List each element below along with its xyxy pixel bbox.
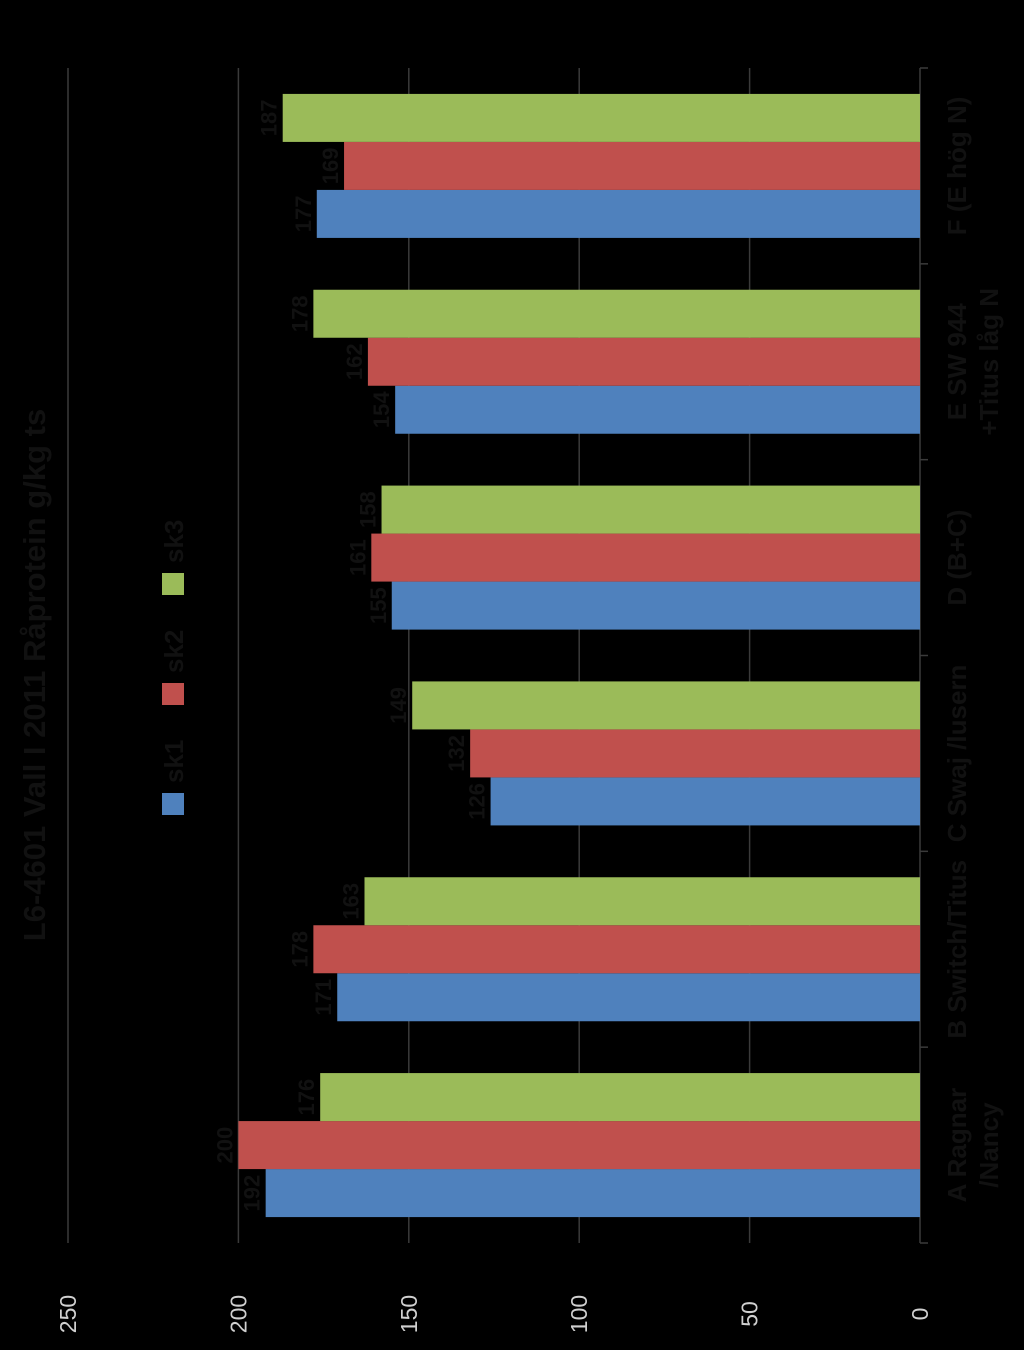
bar-sk1 xyxy=(265,1169,920,1218)
bar-sk3 xyxy=(364,877,921,926)
bar-sk1 xyxy=(337,973,920,1022)
legend-swatch-sk1 xyxy=(162,793,184,815)
tick-label: 100 xyxy=(566,1295,592,1333)
bar-sk3 xyxy=(282,93,921,142)
data-label: 126 xyxy=(465,783,490,820)
data-label: 158 xyxy=(356,491,381,528)
category-label: A Ragnar xyxy=(942,1088,972,1203)
legend-swatch-sk3 xyxy=(162,573,184,595)
bar-sk1 xyxy=(395,385,920,434)
data-label: 192 xyxy=(240,1175,265,1212)
legend-swatch-sk2 xyxy=(162,683,184,705)
data-label: 169 xyxy=(318,148,343,185)
data-label: 163 xyxy=(338,883,363,920)
bar-sk2 xyxy=(470,729,920,778)
bar-sk2 xyxy=(313,925,921,974)
data-labels: 1922001761711781631261321491551611581541… xyxy=(212,100,489,1212)
data-label: 162 xyxy=(342,343,367,380)
tick-label: 150 xyxy=(396,1295,422,1333)
legend-label-sk3: sk3 xyxy=(159,520,189,563)
data-label: 149 xyxy=(386,687,411,724)
category-label: +Titus låg N xyxy=(974,288,1004,436)
bar-sk3 xyxy=(412,681,920,730)
tick-label: 200 xyxy=(225,1295,251,1333)
category-label: B Switch/Titus xyxy=(942,860,972,1039)
data-label: 178 xyxy=(287,931,312,968)
bar-sk1 xyxy=(490,777,920,826)
category-label: E SW 944 xyxy=(942,303,972,421)
value-axis: 0 50 100 150 200 250 xyxy=(55,67,933,1333)
category-label: /Nancy xyxy=(974,1102,1004,1188)
data-label: 154 xyxy=(369,391,394,428)
category-axis: A Ragnar/Nancy B Switch/Titus C Swaj /luse… xyxy=(942,97,1004,1203)
bar-sk2 xyxy=(238,1121,920,1170)
data-label: 176 xyxy=(294,1079,319,1116)
data-label: 132 xyxy=(444,735,469,772)
bars xyxy=(238,93,921,1218)
category-label: C Swaj /lusern xyxy=(942,665,972,843)
chart-title: L6-4601 Vall I 2011 Råprotein g/kg ts xyxy=(17,409,52,941)
bar-sk2 xyxy=(344,141,921,190)
legend-label-sk2: sk2 xyxy=(159,630,189,673)
bar-sk2 xyxy=(367,337,920,386)
data-label: 161 xyxy=(345,539,370,576)
bar-sk1 xyxy=(316,189,920,238)
data-label: 177 xyxy=(291,196,316,233)
bar-sk1 xyxy=(391,581,920,630)
category-label: F (E hög N) xyxy=(942,97,972,236)
data-label: 171 xyxy=(311,979,336,1016)
data-label: 200 xyxy=(212,1127,237,1164)
bar-sk3 xyxy=(320,1073,920,1122)
legend-label-sk1: sk1 xyxy=(159,740,189,783)
tick-label: 50 xyxy=(737,1301,763,1327)
bar-sk2 xyxy=(371,533,920,582)
bar-sk3 xyxy=(313,289,921,338)
legend: sk1 sk2 sk3 xyxy=(159,520,189,815)
tick-label: 0 xyxy=(907,1308,933,1321)
data-label: 155 xyxy=(366,587,391,624)
bar-sk3 xyxy=(381,485,920,534)
tick-label: 250 xyxy=(55,1295,81,1333)
category-label: D (B+C) xyxy=(942,510,972,606)
data-label: 187 xyxy=(257,100,282,137)
data-label: 178 xyxy=(287,295,312,332)
